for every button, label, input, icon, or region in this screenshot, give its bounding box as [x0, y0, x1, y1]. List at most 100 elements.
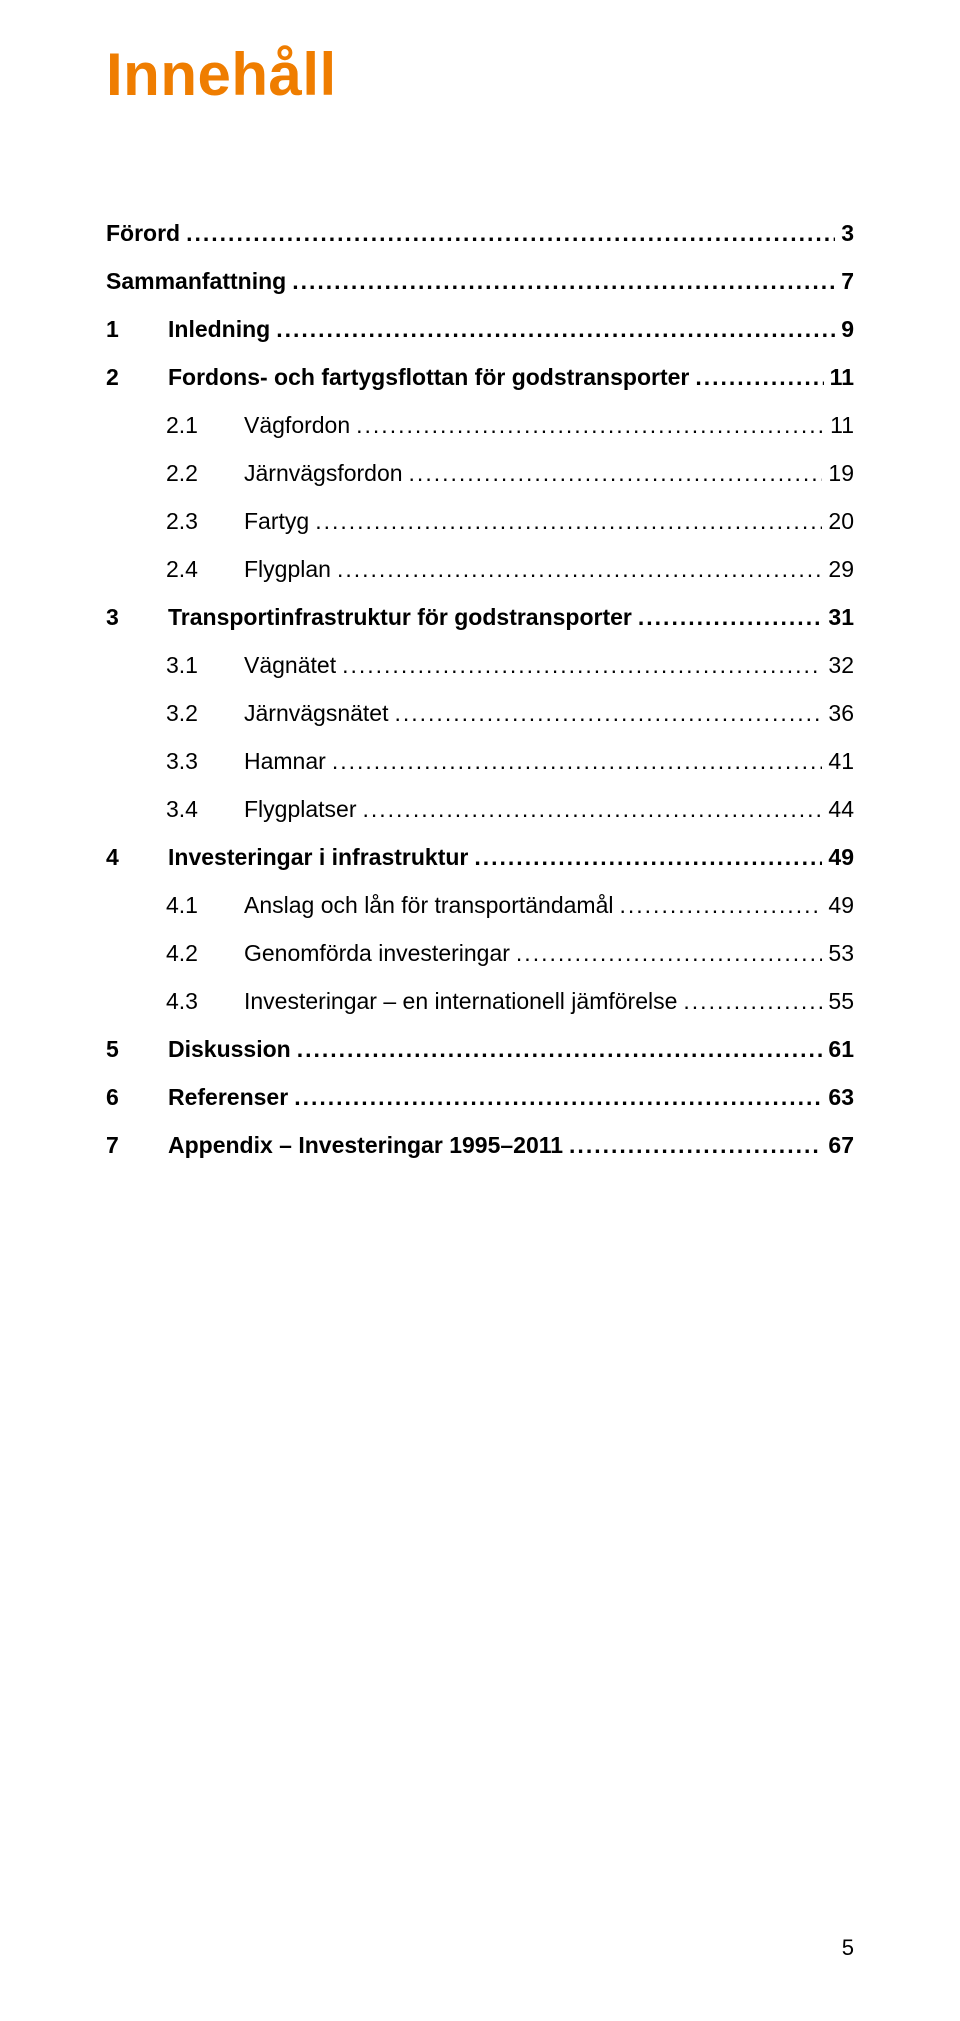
toc-leader-dots: ........................................…	[516, 940, 822, 967]
toc-leader-dots: ........................................…	[276, 316, 835, 343]
toc-row: Sammanfattning..........................…	[106, 268, 854, 316]
toc-leader-dots: ........................................…	[409, 460, 823, 487]
table-of-contents: Förord..................................…	[106, 220, 854, 1180]
toc-row: 3.2Järnvägsnätet........................…	[106, 700, 854, 748]
toc-leader-dots: ........................................…	[186, 220, 835, 247]
toc-label: Inledning	[168, 316, 270, 343]
toc-leader-dots: ........................................…	[695, 364, 823, 391]
toc-page: 20	[828, 508, 854, 535]
toc-leader-dots: ........................................…	[474, 844, 822, 871]
toc-label: Hamnar	[244, 748, 326, 775]
toc-row: 4.1Anslag och lån för transportändamål..…	[106, 892, 854, 940]
toc-leader-dots: ........................................…	[294, 1084, 822, 1111]
toc-label: Investeringar i infrastruktur	[168, 844, 468, 871]
toc-number: 4	[106, 844, 168, 871]
toc-page: 63	[828, 1084, 854, 1111]
toc-row: 5Diskussion.............................…	[106, 1036, 854, 1084]
toc-row: 1Inledning..............................…	[106, 316, 854, 364]
toc-number: 5	[106, 1036, 168, 1063]
toc-label: Appendix – Investeringar 1995–2011	[168, 1132, 563, 1159]
toc-page: 36	[828, 700, 854, 727]
toc-row: 2Fordons- och fartygsflottan för godstra…	[106, 364, 854, 412]
toc-leader-dots: ........................................…	[362, 796, 822, 823]
toc-number: 1	[106, 316, 168, 343]
toc-number: 4.1	[166, 892, 244, 919]
toc-row: 4.3Investeringar – en internationell jäm…	[106, 988, 854, 1036]
toc-leader-dots: ........................................…	[292, 268, 835, 295]
toc-row: 3.4Flygplatser..........................…	[106, 796, 854, 844]
toc-number: 4.2	[166, 940, 244, 967]
toc-page: 53	[828, 940, 854, 967]
toc-number: 4.3	[166, 988, 244, 1015]
toc-label: Transportinfrastruktur för godstransport…	[168, 604, 632, 631]
toc-label: Fartyg	[244, 508, 309, 535]
toc-leader-dots: ........................................…	[356, 412, 824, 439]
toc-row: 4Investeringar i infrastruktur..........…	[106, 844, 854, 892]
toc-row: 2.2Järnvägsfordon.......................…	[106, 460, 854, 508]
toc-page: 49	[828, 844, 854, 871]
toc-page: 7	[841, 268, 854, 295]
toc-leader-dots: ........................................…	[332, 748, 823, 775]
toc-label: Flygplan	[244, 556, 331, 583]
toc-number: 3.3	[166, 748, 244, 775]
toc-label: Sammanfattning	[106, 268, 286, 295]
toc-number: 3	[106, 604, 168, 631]
toc-page: 31	[828, 604, 854, 631]
toc-label: Diskussion	[168, 1036, 291, 1063]
toc-label: Investeringar – en internationell jämför…	[244, 988, 677, 1015]
toc-page: 19	[828, 460, 854, 487]
toc-page: 61	[828, 1036, 854, 1063]
toc-leader-dots: ........................................…	[620, 892, 823, 919]
toc-number: 2.2	[166, 460, 244, 487]
toc-leader-dots: ........................................…	[297, 1036, 823, 1063]
toc-row: 2.4Flygplan.............................…	[106, 556, 854, 604]
toc-page: 55	[828, 988, 854, 1015]
toc-row: 4.2Genomförda investeringar.............…	[106, 940, 854, 988]
toc-page: 44	[828, 796, 854, 823]
toc-label: Genomförda investeringar	[244, 940, 510, 967]
toc-page: 9	[841, 316, 854, 343]
toc-page: 67	[828, 1132, 854, 1159]
toc-leader-dots: ........................................…	[569, 1132, 822, 1159]
toc-label: Referenser	[168, 1084, 288, 1111]
toc-number: 3.2	[166, 700, 244, 727]
toc-label: Järnvägsnätet	[244, 700, 388, 727]
toc-label: Järnvägsfordon	[244, 460, 403, 487]
toc-page: 11	[830, 364, 854, 391]
toc-label: Vägnätet	[244, 652, 336, 679]
toc-page: 41	[828, 748, 854, 775]
toc-row: Förord..................................…	[106, 220, 854, 268]
toc-label: Anslag och lån för transportändamål	[244, 892, 614, 919]
toc-page: 32	[828, 652, 854, 679]
toc-leader-dots: ........................................…	[337, 556, 822, 583]
toc-page: 11	[830, 412, 854, 439]
page-number: 5	[842, 1935, 854, 1961]
toc-row: 2.3Fartyg...............................…	[106, 508, 854, 556]
toc-row: 3Transportinfrastruktur för godstranspor…	[106, 604, 854, 652]
toc-leader-dots: ........................................…	[638, 604, 823, 631]
toc-page: 29	[828, 556, 854, 583]
toc-row: 3.1Vägnätet.............................…	[106, 652, 854, 700]
toc-row: 6Referenser.............................…	[106, 1084, 854, 1132]
toc-leader-dots: ........................................…	[315, 508, 822, 535]
toc-row: 2.1Vägfordon............................…	[106, 412, 854, 460]
toc-number: 7	[106, 1132, 168, 1159]
toc-page: 3	[841, 220, 854, 247]
toc-label: Fordons- och fartygsflottan för godstran…	[168, 364, 689, 391]
toc-page: 49	[828, 892, 854, 919]
toc-label: Vägfordon	[244, 412, 350, 439]
toc-number: 2.3	[166, 508, 244, 535]
page-title: Innehåll	[106, 40, 337, 109]
toc-number: 6	[106, 1084, 168, 1111]
toc-number: 2	[106, 364, 168, 391]
toc-leader-dots: ........................................…	[342, 652, 822, 679]
toc-number: 3.1	[166, 652, 244, 679]
toc-number: 2.4	[166, 556, 244, 583]
toc-row: 7Appendix – Investeringar 1995–2011.....…	[106, 1132, 854, 1180]
toc-leader-dots: ........................................…	[683, 988, 822, 1015]
page: Innehåll Förord.........................…	[0, 0, 960, 2021]
toc-row: 3.3Hamnar...............................…	[106, 748, 854, 796]
toc-label: Förord	[106, 220, 180, 247]
toc-number: 3.4	[166, 796, 244, 823]
toc-number: 2.1	[166, 412, 244, 439]
